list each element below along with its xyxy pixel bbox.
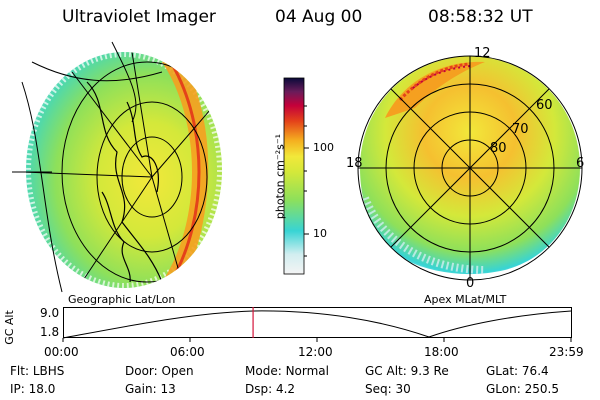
colorbar (283, 77, 309, 275)
altitude-ytick-max: 9.0 (40, 306, 60, 320)
info-seq: Seq: 30 (365, 382, 411, 396)
info-glat: GLat: 76.4 (486, 364, 549, 378)
altitude-xtick-0: 00:00 (44, 345, 79, 359)
geographic-caption: Geographic Lat/Lon (68, 293, 176, 306)
info-dsp: Dsp: 4.2 (245, 382, 296, 396)
header-date: 04 Aug 00 (275, 7, 363, 27)
mlt-label-0: 0 (466, 276, 475, 291)
info-glon: GLon: 250.5 (486, 382, 559, 396)
altitude-xtick-3: 18:00 (424, 345, 459, 359)
mlt-label-18: 18 (346, 156, 363, 171)
altitude-plot (62, 307, 572, 342)
mlt-label-6: 6 (576, 156, 585, 171)
info-mode: Mode: Normal (245, 364, 329, 378)
info-flt: Flt: LBHS (10, 364, 65, 378)
header-time: 08:58:32 UT (428, 7, 533, 27)
altitude-xtick-1: 06:00 (170, 345, 205, 359)
info-ip: IP: 18.0 (10, 382, 56, 396)
info-door: Door: Open (125, 364, 194, 378)
colorbar-tick-10: 10 (313, 227, 327, 240)
instrument-title: Ultraviolet Imager (62, 7, 216, 27)
colorbar-unit-label: photon cm⁻²s⁻¹ (273, 133, 287, 220)
colorbar-tick-100: 100 (313, 141, 334, 154)
altitude-ytick-min: 1.8 (40, 325, 60, 339)
mlat-label-60: 60 (536, 98, 553, 113)
apex-polar-image (357, 55, 583, 281)
geographic-image (12, 41, 222, 293)
altitude-xtick-4: 23:59 (549, 345, 584, 359)
apex-caption: Apex MLat/MLT (424, 293, 507, 306)
mlt-label-12: 12 (474, 46, 491, 61)
info-gain: Gain: 13 (125, 382, 176, 396)
info-gc-alt: GC Alt: 9.3 Re (365, 364, 449, 378)
altitude-ylabel: GC Alt (2, 310, 16, 345)
mlat-label-80: 80 (490, 141, 507, 156)
mlat-label-70: 70 (512, 122, 529, 137)
altitude-xtick-2: 12:00 (298, 345, 333, 359)
